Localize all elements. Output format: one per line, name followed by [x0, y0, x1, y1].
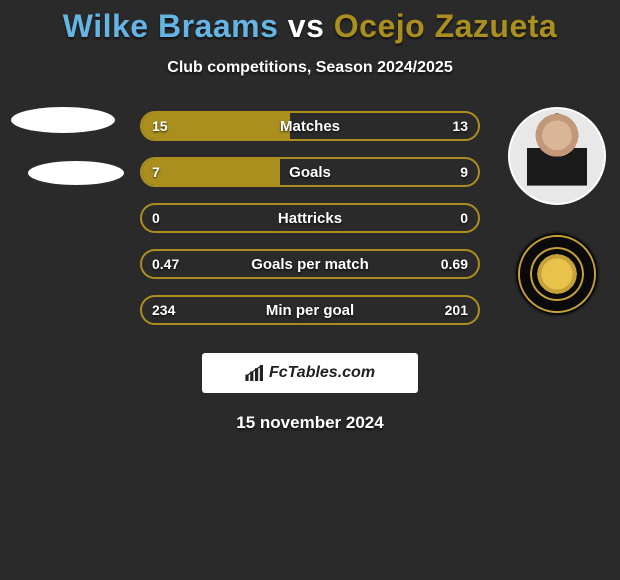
stat-value-left: 0.47	[152, 251, 179, 277]
stat-value-right: 201	[445, 297, 468, 323]
player1-portrait-placeholder	[11, 107, 115, 133]
stat-label: Goals per match	[142, 251, 478, 277]
stat-fill-left	[142, 159, 280, 185]
stat-value-right: 0.69	[441, 251, 468, 277]
stat-row: 234Min per goal201	[140, 295, 480, 325]
stat-row: 0Hattricks0	[140, 203, 480, 233]
stat-label: Hattricks	[142, 205, 478, 231]
bar-chart-icon	[245, 365, 265, 381]
stat-row: 15Matches13	[140, 111, 480, 141]
player2-portrait	[508, 107, 606, 205]
comparison-title: Wilke Braams vs Ocejo Zazueta	[0, 0, 620, 45]
vs-word: vs	[288, 8, 325, 44]
player1-name: Wilke Braams	[63, 8, 279, 44]
stat-value-left: 234	[152, 297, 175, 323]
stat-value-left: 0	[152, 205, 160, 231]
stat-value-right: 9	[460, 159, 468, 185]
player1-crest-placeholder	[28, 161, 124, 185]
stat-value-right: 13	[452, 113, 468, 139]
stat-row: 0.47Goals per match0.69	[140, 249, 480, 279]
player2-column	[502, 107, 612, 317]
player2-crest	[514, 231, 600, 317]
stat-fill-left	[142, 113, 290, 139]
comparison-main: 15Matches13 7Goals9 0Hattricks0 0.47Goals p…	[0, 107, 620, 347]
brand-box: FcTables.com	[202, 353, 418, 393]
player1-column	[8, 107, 118, 185]
player2-name: Ocejo Zazueta	[334, 8, 557, 44]
stat-row: 7Goals9	[140, 157, 480, 187]
stat-bars: 15Matches13 7Goals9 0Hattricks0 0.47Goals p…	[140, 111, 480, 341]
stat-value-right: 0	[460, 205, 468, 231]
brand-text: FcTables.com	[269, 364, 375, 382]
date-text: 15 november 2024	[0, 413, 620, 433]
lion-icon	[537, 254, 577, 294]
subtitle: Club competitions, Season 2024/2025	[0, 59, 620, 77]
stat-label: Min per goal	[142, 297, 478, 323]
